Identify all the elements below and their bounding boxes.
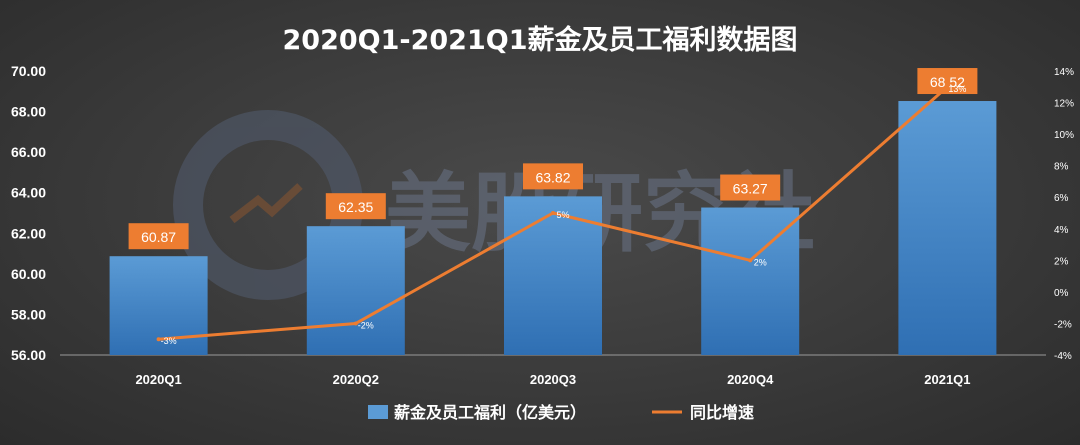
left-tick-label: 70.00 — [11, 63, 46, 79]
category-label: 2020Q3 — [530, 372, 576, 387]
right-tick-label: 12% — [1054, 99, 1074, 110]
bar-value-label: 62.35 — [338, 199, 373, 215]
right-tick-label: 14% — [1054, 67, 1074, 78]
growth-value-label: 13% — [948, 84, 966, 94]
bar-value-label: 60.87 — [141, 229, 176, 245]
legend-swatch-bar — [368, 405, 388, 419]
bar-value-label-bg — [325, 193, 386, 220]
category-label: 2020Q1 — [135, 372, 181, 387]
bar — [504, 196, 602, 355]
left-tick-label: 68.00 — [11, 104, 46, 120]
chart-title: 2020Q1-2021Q1薪金及员工福利数据图 — [283, 24, 798, 56]
growth-value-label: -2% — [358, 320, 374, 330]
watermark-arrow-icon — [229, 183, 303, 224]
bar-value-label: 63.82 — [535, 169, 570, 185]
legend: 薪金及员工福利（亿美元） 同比增速 — [368, 403, 754, 422]
bar-value-label: 63.27 — [733, 181, 768, 197]
right-tick-label: 10% — [1054, 130, 1074, 141]
growth-value-label: 5% — [556, 210, 569, 220]
category-label: 2020Q2 — [333, 372, 379, 387]
right-tick-label: 2% — [1054, 256, 1069, 267]
bar-value-label-bg — [720, 174, 781, 201]
left-tick-label: 56.00 — [11, 347, 46, 363]
right-tick-label: -2% — [1054, 319, 1072, 330]
left-tick-label: 58.00 — [11, 306, 46, 322]
left-tick-label: 60.00 — [11, 266, 46, 282]
bars: 60.87 62.35 63.82 63.27 68.52 — [109, 68, 997, 355]
left-tick-label: 64.00 — [11, 185, 46, 201]
legend-label-bar: 薪金及员工福利（亿美元） — [394, 403, 586, 422]
right-axis: -4% -2% 0% 2% 4% 6% 8% 10% 12% 14% — [1054, 67, 1074, 362]
legend-label-line: 同比增速 — [690, 403, 754, 422]
category-labels: 2020Q1 2020Q2 2020Q3 2020Q4 2021Q1 — [135, 372, 970, 387]
bar — [898, 101, 997, 355]
bar — [306, 226, 405, 355]
growth-line-series: -3% -2% 5% 2% 13% — [156, 84, 966, 346]
left-tick-label: 62.00 — [11, 225, 46, 241]
right-tick-label: 8% — [1054, 162, 1069, 173]
growth-point — [551, 211, 555, 215]
left-axis: 56.00 58.00 60.00 62.00 64.00 66.00 68.00 70.00 — [11, 63, 46, 363]
growth-point — [353, 321, 358, 326]
category-label: 2020Q4 — [727, 372, 774, 387]
right-tick-label: 6% — [1054, 193, 1069, 204]
growth-value-label: 2% — [754, 257, 767, 267]
bar-value-label: 68.52 — [930, 74, 965, 90]
bar-value-label-bg — [523, 163, 583, 190]
category-label: 2021Q1 — [924, 372, 970, 387]
bar-value-label-bg — [128, 223, 189, 250]
growth-point — [945, 84, 950, 89]
growth-point — [748, 258, 753, 263]
growth-value-label: -3% — [161, 336, 177, 346]
right-tick-label: -4% — [1054, 351, 1072, 362]
right-tick-label: 4% — [1054, 225, 1069, 236]
right-tick-label: 0% — [1054, 288, 1069, 299]
bar-value-label-bg — [917, 68, 978, 95]
left-tick-label: 66.00 — [11, 144, 46, 160]
growth-point — [156, 337, 161, 342]
